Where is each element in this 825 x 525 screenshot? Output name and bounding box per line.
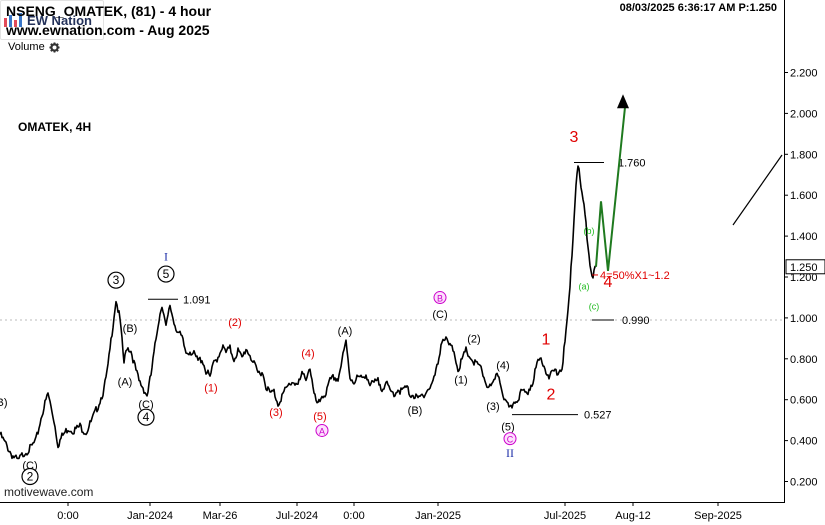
wave-label: B	[437, 294, 443, 304]
wave-label-circle	[21, 467, 39, 486]
wave-label: II	[506, 446, 514, 460]
y-tick-label: 0.600	[790, 395, 818, 407]
wave-label: (b)	[584, 226, 595, 236]
y-tick-label: 0.200	[790, 477, 818, 489]
x-tick-label: 0:00	[57, 510, 78, 522]
x-tick-label: Jan-2024	[127, 510, 173, 522]
y-tick-label: 0.400	[790, 436, 818, 448]
wave-label: 4	[604, 274, 613, 291]
wave-label: (4)	[301, 348, 314, 360]
x-tick-label: Sep-2025	[694, 510, 742, 522]
y-tick-label: 1.400	[790, 231, 818, 243]
wave-label: (C)	[138, 399, 153, 411]
wave-label: 3	[113, 273, 120, 287]
chart-title: NSENG_OMATEK, (81) - 4 hour	[6, 3, 212, 19]
wave-label: (4)	[496, 360, 509, 372]
level-label: 1.091	[183, 294, 211, 306]
level-label: 1.760	[618, 157, 646, 169]
projection-path	[595, 107, 626, 271]
wave-label: (A)	[118, 376, 133, 388]
y-tick-label: 1.600	[790, 190, 818, 202]
wave-label: (A)	[338, 325, 353, 337]
wave-label: (5)	[501, 421, 514, 433]
y-tick-label: 2.000	[790, 108, 818, 120]
x-tick-label: Aug-12	[615, 510, 650, 522]
wave-label: C	[507, 435, 514, 445]
trend-line	[732, 154, 783, 226]
wave-label-circle	[137, 408, 155, 426]
y-tick-label: 0.800	[790, 354, 818, 366]
y-axis-separator	[784, 0, 785, 503]
wave-label-circle	[157, 265, 175, 283]
wave-label: (3)	[486, 401, 499, 413]
x-tick-label: Mar-26	[203, 510, 238, 522]
price-series-line	[0, 165, 597, 460]
y-tick-label: 2.200	[790, 68, 818, 80]
x-axis-separator	[0, 502, 785, 503]
symbol-label: OMATEK, 4H	[18, 120, 92, 134]
volume-toggle[interactable]: Volume	[8, 41, 60, 53]
wave-label: 4	[143, 410, 150, 424]
website-label: www.ewnation.com - Aug 2025	[6, 22, 210, 38]
wave-label: (3)	[269, 407, 282, 419]
y-tick-label: 1.000	[790, 313, 818, 325]
level-label: 0.990	[622, 315, 650, 327]
y-tick-label: 1.800	[790, 149, 818, 161]
wave-label-circle	[315, 423, 329, 437]
volume-label: Volume	[8, 41, 45, 53]
logo-text: EW Nation	[27, 12, 92, 28]
wave-label: B)	[0, 397, 8, 409]
wave-label: 3	[570, 129, 579, 146]
wave-label: (2)	[228, 317, 241, 329]
wave-label: (C)	[432, 309, 447, 321]
gear-icon[interactable]	[49, 41, 60, 53]
projection-arrowhead	[617, 94, 629, 109]
wave-label: (5)	[313, 411, 326, 423]
wave-label: 5	[163, 267, 170, 281]
wave-label: 2	[547, 387, 556, 404]
wave-label: (B)	[123, 323, 138, 335]
wave-label: (B)	[408, 405, 423, 417]
level-label: 0.527	[584, 410, 612, 422]
wave-label: (c)	[589, 302, 600, 312]
wave-label: 2	[27, 470, 34, 484]
wave-label-circle	[503, 432, 517, 446]
wave-label: A	[319, 426, 325, 436]
wave-label-circle	[107, 271, 125, 289]
current-price-box	[785, 259, 825, 275]
y-tick-label: 1.200	[790, 272, 818, 284]
wave-label: (a)	[579, 281, 590, 291]
x-tick-label: 0:00	[343, 510, 364, 522]
wave-label: (2)	[467, 333, 480, 345]
fib-note: 4=50%X1~1.2	[600, 270, 670, 282]
wave-label-circle	[433, 291, 447, 305]
brand-logo: EW Nation	[0, 0, 104, 40]
x-tick-label: Jul-2025	[544, 510, 586, 522]
wave-label: 1	[542, 331, 551, 348]
logo-mark-icon	[4, 13, 22, 27]
wave-label: I	[164, 250, 168, 264]
watermark: motivewave.com	[4, 485, 94, 499]
x-tick-label: Jan-2025	[415, 510, 461, 522]
wave-label: (1)	[454, 374, 467, 386]
current-price-label: 1.250	[790, 262, 818, 274]
timestamp-price: 08/03/2025 6:36:17 AM P:1.250	[619, 2, 777, 14]
wave-label: (1)	[204, 383, 217, 395]
x-tick-label: Jul-2024	[276, 510, 318, 522]
